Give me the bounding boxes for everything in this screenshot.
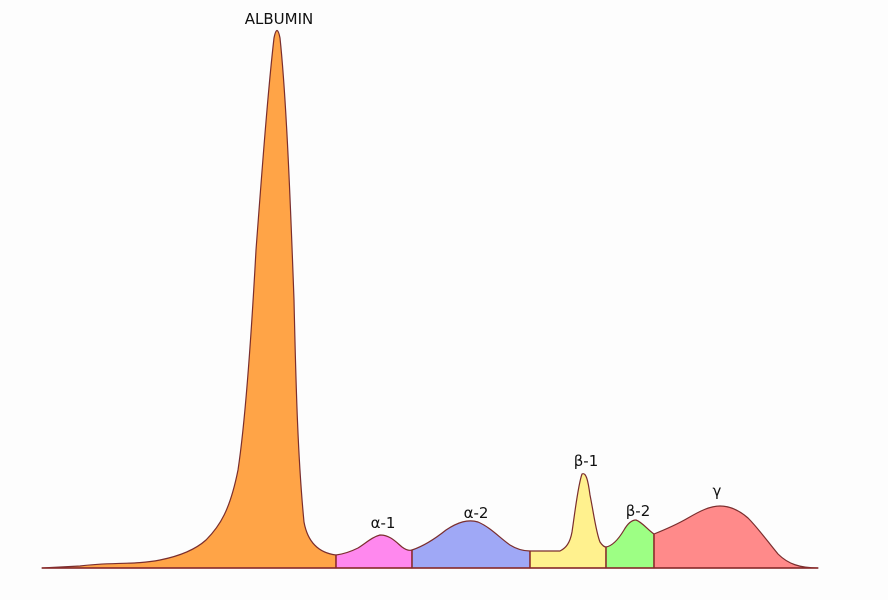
- beta-2-label: β-2: [626, 502, 651, 520]
- alpha-2-label: α-2: [464, 504, 489, 522]
- alpha-2-peak: [411, 520, 531, 569]
- albumin-peak: [41, 29, 337, 569]
- gamma-peak: [653, 505, 819, 569]
- alpha-1-peak: [335, 534, 413, 569]
- beta-1-label: β-1: [574, 452, 599, 470]
- beta-2-peak: [605, 519, 655, 569]
- gamma-label: γ: [713, 482, 722, 500]
- alpha-1-label: α-1: [371, 514, 396, 532]
- albumin-label: ALBUMIN: [245, 10, 313, 28]
- beta-1-peak: [529, 473, 607, 569]
